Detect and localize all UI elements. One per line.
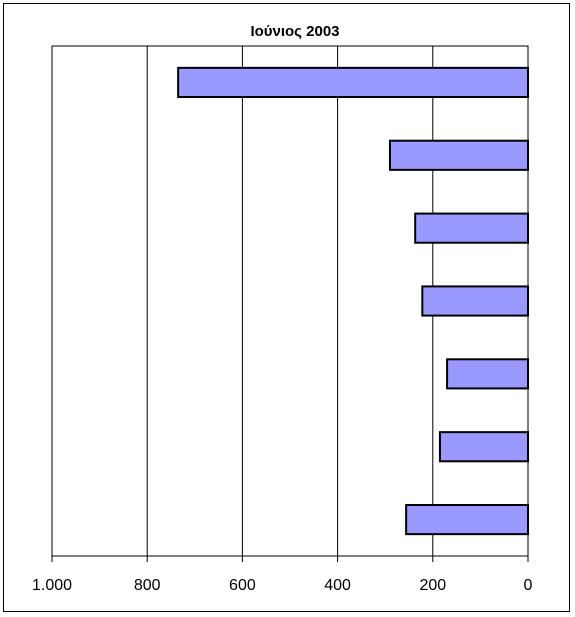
bar-0 xyxy=(177,66,529,98)
bar-2 xyxy=(414,212,529,244)
bar-4 xyxy=(446,358,529,390)
x-tick-label-0: 0 xyxy=(524,577,533,594)
x-tick-label-5: 1.000 xyxy=(32,577,72,594)
bar-6 xyxy=(405,504,530,536)
bar-3 xyxy=(421,285,529,317)
bar-5 xyxy=(438,431,529,463)
x-tick-label-2: 400 xyxy=(324,577,351,594)
x-tick-label-1: 200 xyxy=(419,577,446,594)
chart-title: Ιούνιος 2003 xyxy=(250,23,339,40)
x-tick-label-3: 600 xyxy=(229,577,256,594)
bars xyxy=(177,66,530,536)
bar-1 xyxy=(388,139,529,171)
x-tick-labels: 0 200 400 600 800 1.000 xyxy=(32,577,533,594)
x-axis xyxy=(51,555,529,562)
x-tick-label-4: 800 xyxy=(134,577,161,594)
